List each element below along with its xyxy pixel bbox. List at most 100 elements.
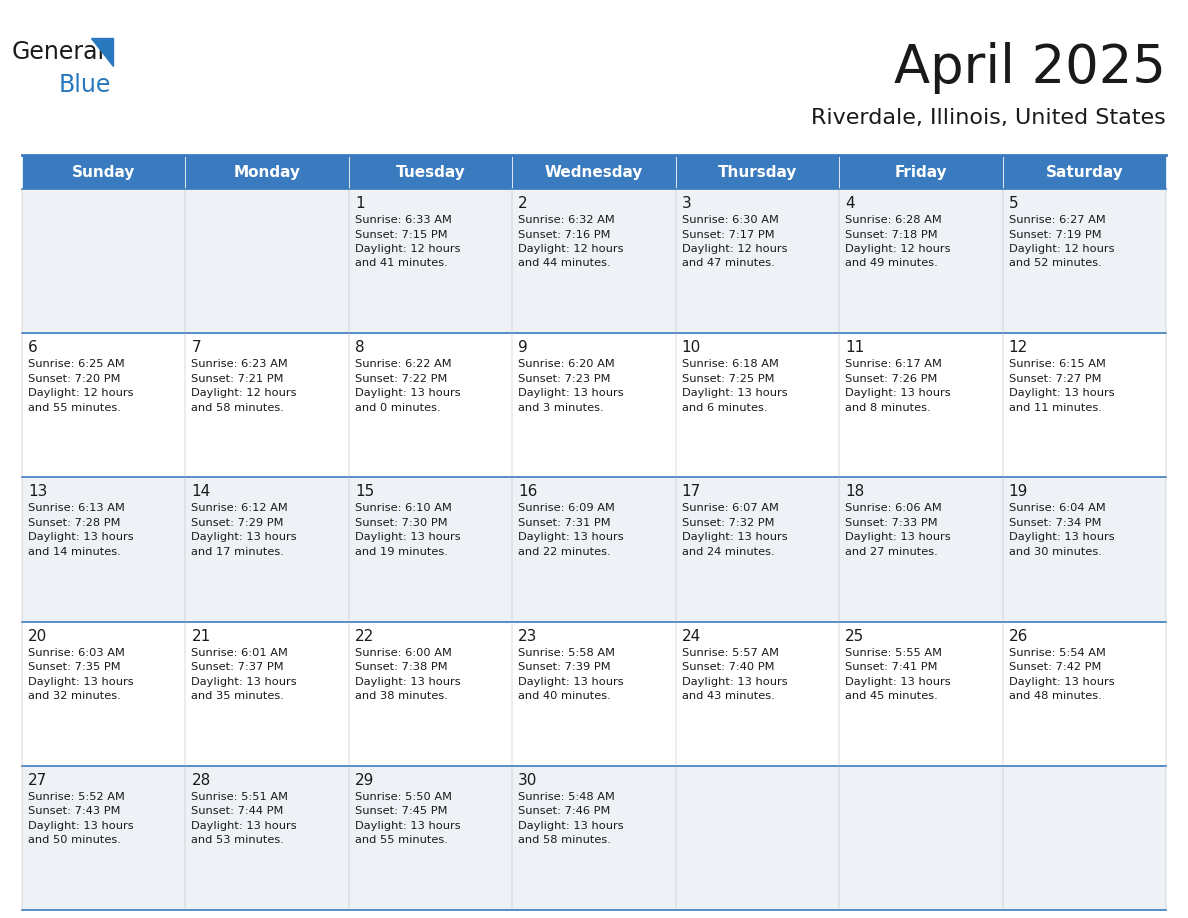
Text: 1: 1	[355, 196, 365, 211]
Bar	[349, 155, 512, 189]
Text: Sunrise: 6:04 AM: Sunrise: 6:04 AM	[1009, 503, 1105, 513]
Text: Sunrise: 6:18 AM: Sunrise: 6:18 AM	[682, 359, 778, 369]
Text: and 49 minutes.: and 49 minutes.	[845, 259, 937, 268]
Bar	[1003, 621, 1165, 766]
Bar	[23, 189, 185, 333]
Bar	[512, 189, 676, 333]
Text: 24: 24	[682, 629, 701, 644]
Text: and 43 minutes.: and 43 minutes.	[682, 691, 775, 701]
Text: Sunrise: 5:54 AM: Sunrise: 5:54 AM	[1009, 647, 1106, 657]
Text: and 53 minutes.: and 53 minutes.	[191, 835, 284, 845]
Text: and 32 minutes.: and 32 minutes.	[29, 691, 121, 701]
Bar	[512, 766, 676, 910]
Text: Daylight: 13 hours: Daylight: 13 hours	[355, 821, 461, 831]
Text: Daylight: 13 hours: Daylight: 13 hours	[29, 677, 133, 687]
Text: Sunset: 7:35 PM: Sunset: 7:35 PM	[29, 662, 121, 672]
Text: Sunrise: 6:32 AM: Sunrise: 6:32 AM	[518, 215, 615, 225]
Text: Sunrise: 6:09 AM: Sunrise: 6:09 AM	[518, 503, 615, 513]
Text: Sunset: 7:15 PM: Sunset: 7:15 PM	[355, 230, 448, 240]
Text: and 17 minutes.: and 17 minutes.	[191, 547, 284, 557]
Text: Tuesday: Tuesday	[396, 164, 466, 180]
Text: Daylight: 12 hours: Daylight: 12 hours	[355, 244, 461, 254]
Text: Daylight: 13 hours: Daylight: 13 hours	[682, 532, 788, 543]
Bar	[23, 477, 185, 621]
Text: 14: 14	[191, 485, 210, 499]
Text: Sunrise: 6:17 AM: Sunrise: 6:17 AM	[845, 359, 942, 369]
Text: Daylight: 13 hours: Daylight: 13 hours	[518, 677, 624, 687]
Text: and 24 minutes.: and 24 minutes.	[682, 547, 775, 557]
Text: Sunset: 7:29 PM: Sunset: 7:29 PM	[191, 518, 284, 528]
Polygon shape	[91, 38, 113, 66]
Text: 20: 20	[29, 629, 48, 644]
Text: Daylight: 12 hours: Daylight: 12 hours	[518, 244, 624, 254]
Text: Sunset: 7:22 PM: Sunset: 7:22 PM	[355, 374, 447, 384]
Text: and 35 minutes.: and 35 minutes.	[191, 691, 284, 701]
Text: Daylight: 12 hours: Daylight: 12 hours	[682, 244, 788, 254]
Text: Wednesday: Wednesday	[545, 164, 643, 180]
Text: and 50 minutes.: and 50 minutes.	[29, 835, 121, 845]
Text: 11: 11	[845, 341, 865, 355]
Bar	[512, 333, 676, 477]
Text: and 55 minutes.: and 55 minutes.	[29, 403, 121, 413]
Bar	[512, 155, 676, 189]
Text: 6: 6	[29, 341, 38, 355]
Bar	[839, 621, 1003, 766]
Bar	[676, 189, 839, 333]
Bar	[349, 333, 512, 477]
Text: Sunrise: 6:00 AM: Sunrise: 6:00 AM	[355, 647, 451, 657]
Text: Sunrise: 6:30 AM: Sunrise: 6:30 AM	[682, 215, 778, 225]
Bar	[839, 766, 1003, 910]
Bar	[185, 333, 349, 477]
Text: Daylight: 12 hours: Daylight: 12 hours	[1009, 244, 1114, 254]
Text: and 40 minutes.: and 40 minutes.	[518, 691, 611, 701]
Text: Sunrise: 6:33 AM: Sunrise: 6:33 AM	[355, 215, 451, 225]
Text: and 38 minutes.: and 38 minutes.	[355, 691, 448, 701]
Text: Sunrise: 6:23 AM: Sunrise: 6:23 AM	[191, 359, 289, 369]
Text: General: General	[12, 40, 105, 64]
Text: 9: 9	[518, 341, 527, 355]
Text: Daylight: 13 hours: Daylight: 13 hours	[355, 677, 461, 687]
Text: 15: 15	[355, 485, 374, 499]
Text: and 8 minutes.: and 8 minutes.	[845, 403, 930, 413]
Text: 26: 26	[1009, 629, 1028, 644]
Text: Blue: Blue	[59, 73, 112, 97]
Text: Sunrise: 6:22 AM: Sunrise: 6:22 AM	[355, 359, 451, 369]
Text: Sunset: 7:46 PM: Sunset: 7:46 PM	[518, 806, 611, 816]
Text: and 0 minutes.: and 0 minutes.	[355, 403, 441, 413]
Bar	[1003, 155, 1165, 189]
Text: and 52 minutes.: and 52 minutes.	[1009, 259, 1101, 268]
Bar	[23, 333, 185, 477]
Text: Sunrise: 6:27 AM: Sunrise: 6:27 AM	[1009, 215, 1105, 225]
Text: Sunrise: 6:20 AM: Sunrise: 6:20 AM	[518, 359, 615, 369]
Text: Sunset: 7:16 PM: Sunset: 7:16 PM	[518, 230, 611, 240]
Bar	[1003, 766, 1165, 910]
Text: Sunset: 7:32 PM: Sunset: 7:32 PM	[682, 518, 775, 528]
Bar	[1003, 189, 1165, 333]
Text: Daylight: 12 hours: Daylight: 12 hours	[191, 388, 297, 398]
Text: Sunset: 7:26 PM: Sunset: 7:26 PM	[845, 374, 937, 384]
Text: 29: 29	[355, 773, 374, 788]
Text: Sunset: 7:28 PM: Sunset: 7:28 PM	[29, 518, 120, 528]
Text: 18: 18	[845, 485, 865, 499]
Text: Sunset: 7:17 PM: Sunset: 7:17 PM	[682, 230, 775, 240]
Text: Sunday: Sunday	[72, 164, 135, 180]
Text: 12: 12	[1009, 341, 1028, 355]
Bar	[185, 155, 349, 189]
Text: Sunset: 7:30 PM: Sunset: 7:30 PM	[355, 518, 448, 528]
Text: Daylight: 13 hours: Daylight: 13 hours	[682, 388, 788, 398]
Text: Sunrise: 6:10 AM: Sunrise: 6:10 AM	[355, 503, 451, 513]
Text: 16: 16	[518, 485, 538, 499]
Bar	[185, 766, 349, 910]
Text: Sunset: 7:40 PM: Sunset: 7:40 PM	[682, 662, 775, 672]
Text: and 47 minutes.: and 47 minutes.	[682, 259, 775, 268]
Text: and 45 minutes.: and 45 minutes.	[845, 691, 937, 701]
Text: and 30 minutes.: and 30 minutes.	[1009, 547, 1101, 557]
Text: Sunrise: 6:06 AM: Sunrise: 6:06 AM	[845, 503, 942, 513]
Text: Daylight: 13 hours: Daylight: 13 hours	[1009, 532, 1114, 543]
Bar	[23, 621, 185, 766]
Text: Sunset: 7:45 PM: Sunset: 7:45 PM	[355, 806, 448, 816]
Text: Daylight: 13 hours: Daylight: 13 hours	[191, 821, 297, 831]
Text: Daylight: 13 hours: Daylight: 13 hours	[1009, 388, 1114, 398]
Text: 28: 28	[191, 773, 210, 788]
Text: Sunset: 7:39 PM: Sunset: 7:39 PM	[518, 662, 611, 672]
